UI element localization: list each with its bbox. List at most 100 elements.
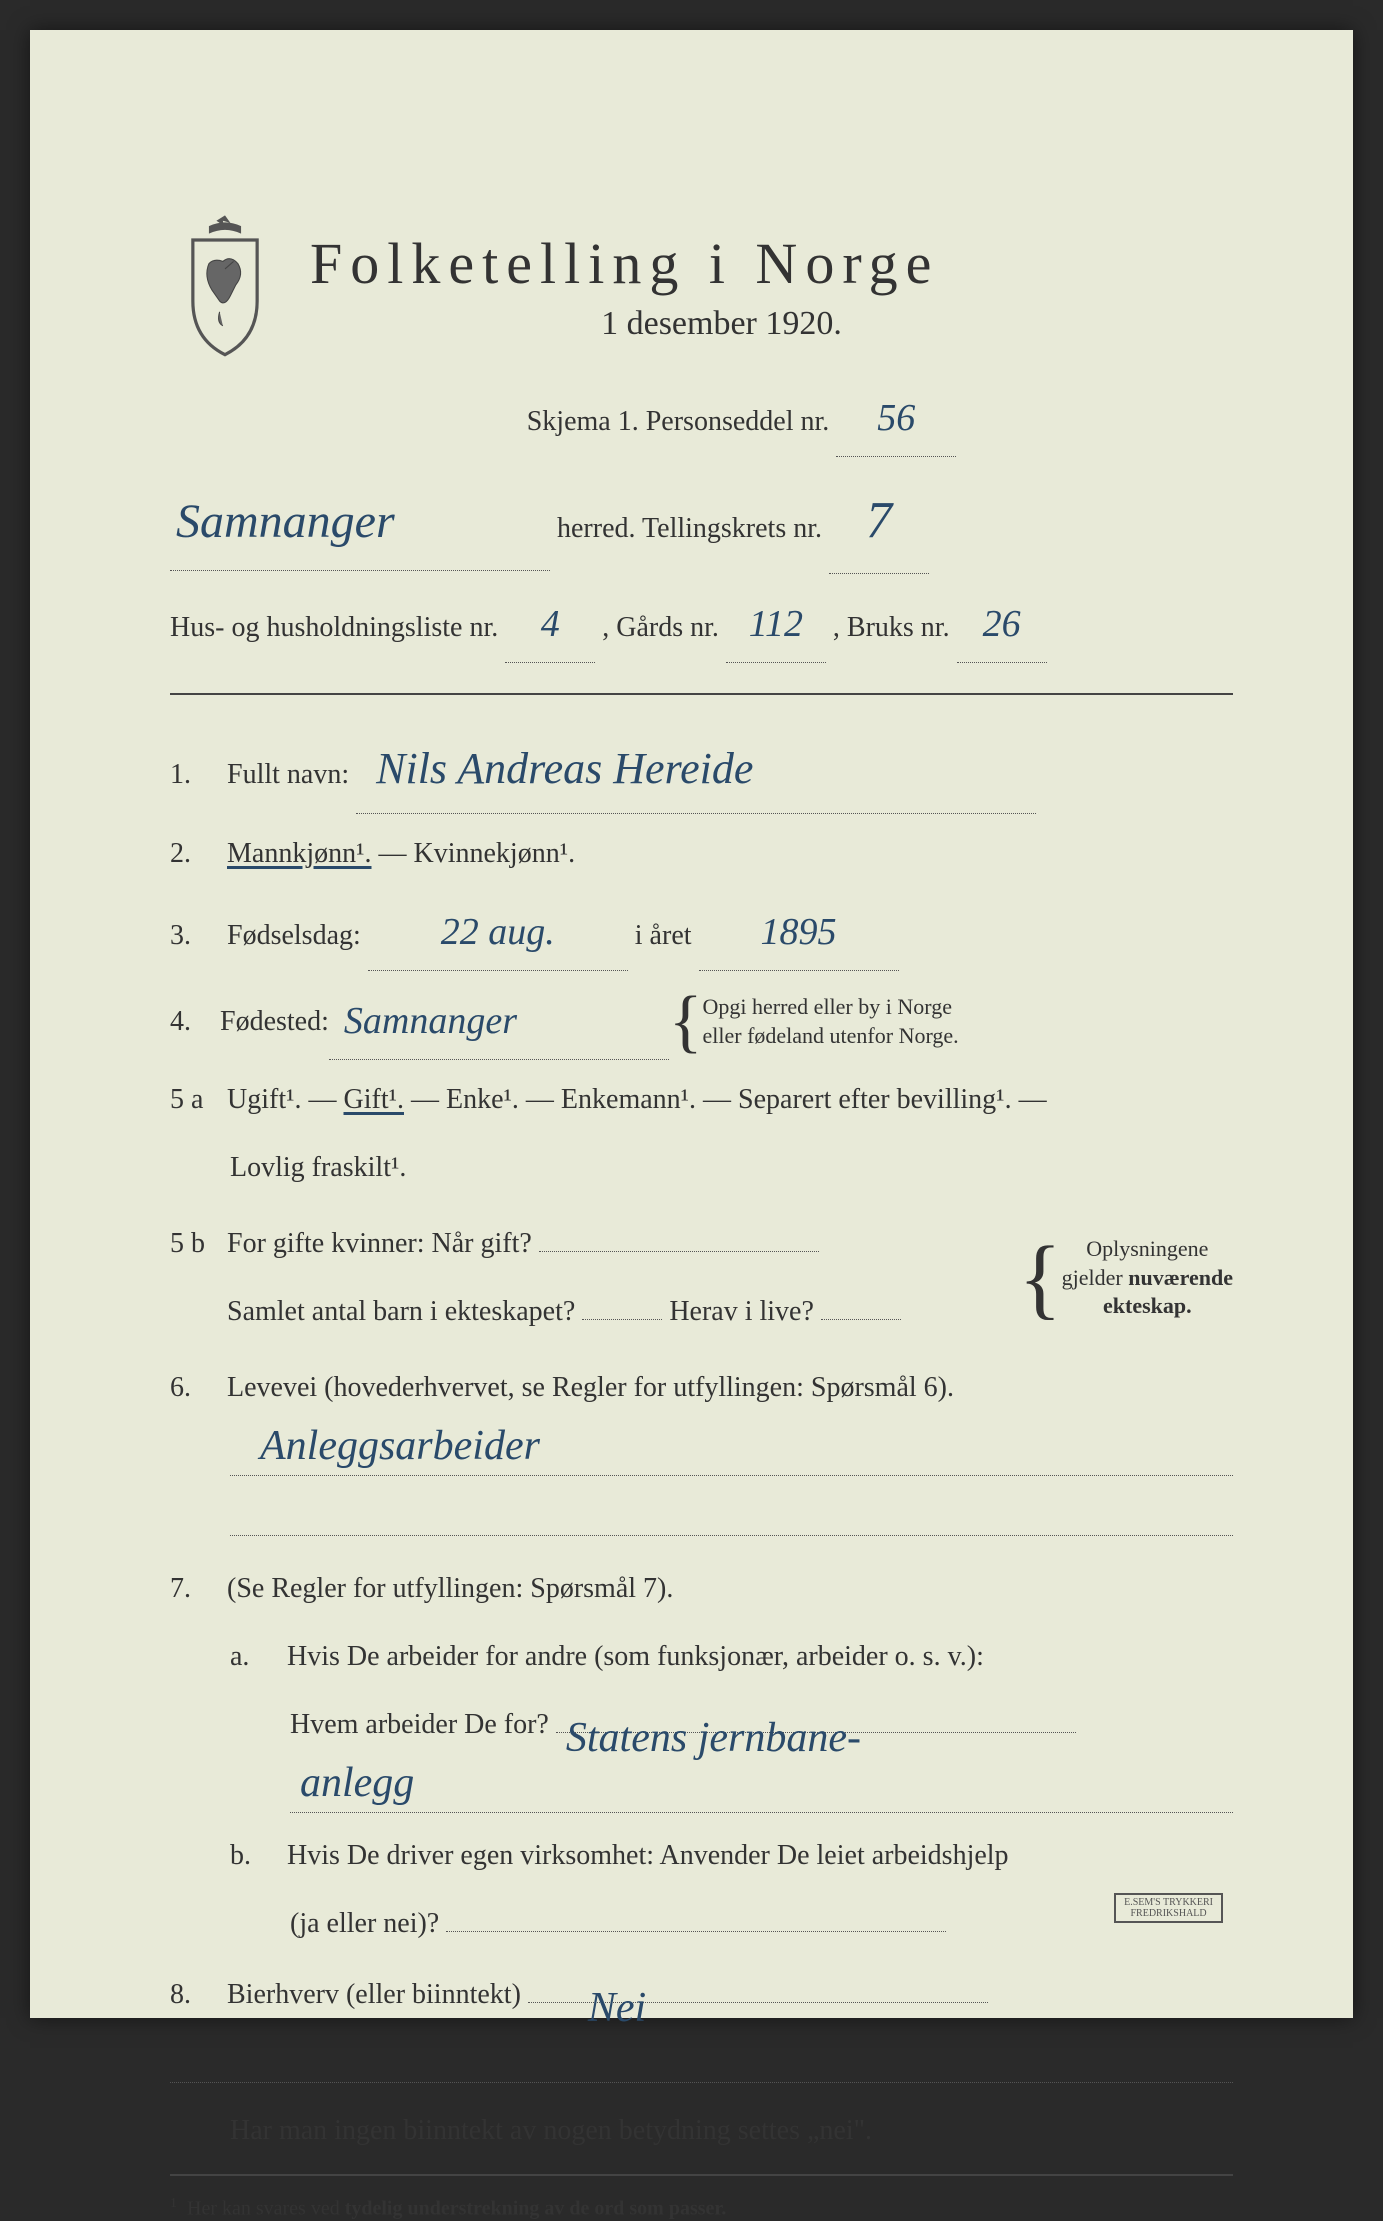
q6-field: Anleggsarbeider: [230, 1436, 1233, 1476]
q7a-field2: anlegg: [290, 1773, 1233, 1813]
footnote-num: 1: [170, 2196, 177, 2211]
tellingskrets-nr: 7: [829, 469, 929, 574]
q3-daymonth: 22 aug.: [368, 894, 628, 971]
footnote: 1 Her kan svares ved tydelig understrekn…: [170, 2196, 1233, 2221]
husliste-label: Hus- og husholdningsliste nr.: [170, 612, 498, 643]
q4-line: 4. Fødested: Samnanger { Opgi herred ell…: [170, 983, 1233, 1060]
q5b-line1: For gifte kvinner: Når gift?: [227, 1228, 532, 1259]
q4-note2: eller fødeland utenfor Norge.: [703, 1023, 959, 1048]
q7b-field: [446, 1931, 946, 1932]
q3-label: Fødselsdag:: [227, 920, 361, 951]
q7a-line1: a. Hvis De arbeider for andre (som funks…: [170, 1629, 1233, 1685]
q2-sep: —: [379, 838, 414, 869]
meta-line-3: Hus- og husholdningsliste nr. 4 , Gårds …: [170, 586, 1233, 663]
q5b-note1: Oplysningene: [1086, 1236, 1208, 1261]
q7-num: 7.: [170, 1561, 220, 1617]
q7a-field1: Statens jernbane-: [556, 1732, 1076, 1733]
q5b-block: 5 b For gifte kvinner: Når gift? Samlet …: [170, 1216, 1233, 1340]
q5a-line: 5 a Ugift¹. — Gift¹. — Enke¹. — Enkemann…: [170, 1072, 1233, 1128]
personseddel-nr: 56: [836, 380, 956, 457]
printer-stamp: E.SEM'S TRYKKERI FREDRIKSHALD: [1114, 1893, 1223, 1923]
husliste-nr: 4: [505, 586, 595, 663]
brace-icon-2: {: [1018, 1256, 1061, 1301]
q7a-value1: Statens jernbane-: [566, 1696, 861, 1780]
q6-field2: [230, 1496, 1233, 1536]
stamp-line2: FREDRIKSHALD: [1131, 1908, 1207, 1919]
q1-value: Nils Andreas Hereide: [356, 725, 1036, 814]
q8-label: Bierhverv (eller biinntekt): [227, 1979, 521, 2010]
herred-value: Samnanger: [170, 474, 550, 571]
q3-yearlabel: i året: [635, 920, 692, 951]
bruks-nr: 26: [957, 586, 1047, 663]
q4-num: 4.: [170, 994, 220, 1050]
subtitle: 1 desember 1920.: [210, 305, 1233, 343]
q7b-line2: (ja eller nei)?: [290, 1896, 1233, 1952]
q5b-note2: gjelder nuværende: [1062, 1265, 1233, 1290]
title-block: Folketelling i Norge 1 desember 1920.: [310, 210, 1233, 343]
q3-line: 3. Fødselsdag: 22 aug. i året 1895: [170, 894, 1233, 971]
q6-value: Anleggsarbeider: [260, 1422, 540, 1470]
q2-male: Mannkjønn¹.: [227, 838, 372, 869]
coat-of-arms-icon: [170, 210, 280, 360]
q4-label: Fødested:: [220, 994, 329, 1050]
q5a-opts2: Lovlig fraskilt¹.: [230, 1152, 406, 1183]
q4-note1: Opgi herred eller by i Norge: [703, 994, 952, 1019]
footnote-text: Her kan svares ved tydelig understreknin…: [187, 2198, 726, 2220]
q5b-num: 5 b: [170, 1216, 220, 1272]
q2-num: 2.: [170, 826, 220, 882]
q8-value: Nei: [588, 1966, 646, 2050]
q7-line: 7. (Se Regler for utfyllingen: Spørsmål …: [170, 1561, 1233, 1617]
gards-nr: 112: [726, 586, 826, 663]
divider-1: [170, 693, 1233, 695]
q7b-text1: Hvis De driver egen virksomhet: Anvender…: [287, 1840, 1009, 1871]
q8-num: 8.: [170, 1967, 220, 2023]
q7a-num: a.: [230, 1629, 280, 1685]
q6-num: 6.: [170, 1360, 220, 1416]
brace-icon: {: [669, 1004, 703, 1039]
q1-label: Fullt navn:: [227, 759, 349, 790]
q3-num: 3.: [170, 908, 220, 964]
q7a-line2: Hvem arbeider De for? Statens jernbane-: [290, 1697, 1233, 1753]
q5a-line2: Lovlig fraskilt¹.: [230, 1140, 1233, 1196]
main-title: Folketelling i Norge: [310, 230, 1233, 297]
q6-line: 6. Levevei (hovederhvervet, se Regler fo…: [170, 1360, 1233, 1416]
meta-line-1: Skjema 1. Personseddel nr. 56: [250, 380, 1233, 457]
q4-note: Opgi herred eller by i Norge eller fødel…: [703, 993, 959, 1050]
q7b-line1: b. Hvis De driver egen virksomhet: Anven…: [170, 1828, 1233, 1884]
skjema-label: Skjema 1. Personseddel nr.: [527, 406, 830, 437]
q4-value: Samnanger: [329, 983, 669, 1060]
q1-line: 1. Fullt navn: Nils Andreas Hereide: [170, 725, 1233, 814]
q5a-opts: Ugift¹. — Gift¹. — Enke¹. — Enkemann¹. —…: [227, 1084, 1047, 1115]
meta-line-2: Samnanger herred. Tellingskrets nr. 7: [170, 469, 1233, 574]
q8-field: Nei: [528, 2002, 988, 2003]
q2-line: 2. Mannkjønn¹. — Kvinnekjønn¹.: [170, 826, 1233, 882]
herred-label: herred. Tellingskrets nr.: [557, 513, 822, 544]
footer-note-text: Har man ingen biinntekt av nogen betydni…: [230, 2115, 872, 2146]
q5b-barn-field: [582, 1319, 662, 1320]
q5b-line2b: Herav i live?: [669, 1296, 814, 1327]
q7b-num: b.: [230, 1828, 280, 1884]
q7b-text2: (ja eller nei)?: [290, 1908, 439, 1939]
form-body: 1. Fullt navn: Nils Andreas Hereide 2. M…: [170, 725, 1233, 2221]
q8-field2: [170, 2043, 1233, 2083]
bruks-label: , Bruks nr.: [833, 612, 950, 643]
q5b-note: Oplysningene gjelder nuværende ekteskap.: [1062, 1235, 1233, 1321]
q5b-gift-field: [539, 1251, 819, 1252]
q5b-note3: ekteskap.: [1103, 1293, 1192, 1318]
q8-line: 8. Bierhverv (eller biinntekt) Nei: [170, 1967, 1233, 2023]
q5b-live-field: [821, 1319, 901, 1320]
census-form-page: Folketelling i Norge 1 desember 1920. Sk…: [30, 30, 1353, 2018]
q6-label: Levevei (hovederhvervet, se Regler for u…: [227, 1372, 954, 1403]
q7a-text2: Hvem arbeider De for?: [290, 1709, 549, 1740]
q5b-line2a: Samlet antal barn i ekteskapet?: [227, 1296, 575, 1327]
q5a-num: 5 a: [170, 1072, 220, 1128]
q3-year: 1895: [699, 894, 899, 971]
stamp-line1: E.SEM'S TRYKKERI: [1124, 1897, 1213, 1908]
q7a-value2: anlegg: [300, 1759, 414, 1807]
divider-2: [170, 2174, 1233, 2176]
form-header: Folketelling i Norge 1 desember 1920.: [170, 210, 1233, 360]
gards-label: , Gårds nr.: [602, 612, 719, 643]
q2-female: Kvinnekjønn¹.: [414, 838, 576, 869]
q1-num: 1.: [170, 747, 220, 803]
q7-label: (Se Regler for utfyllingen: Spørsmål 7).: [227, 1573, 673, 1604]
